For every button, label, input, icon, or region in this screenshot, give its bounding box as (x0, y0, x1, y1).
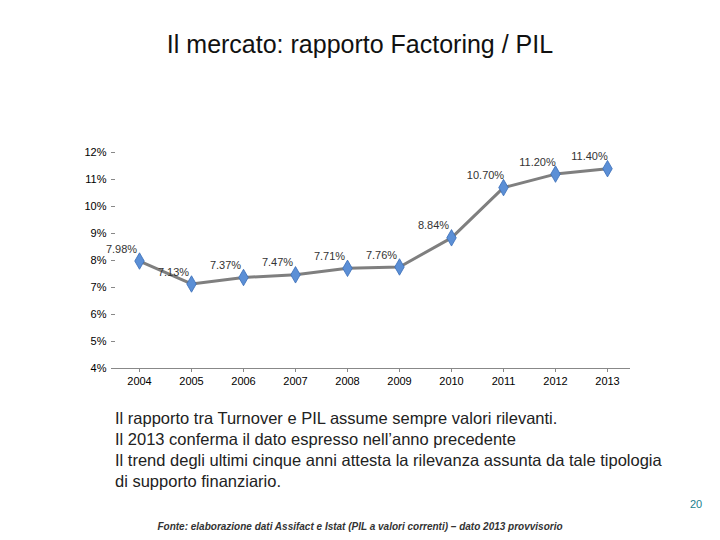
html-text:Il trend degli ultimi cinque a: Il trend degli ultimi cinque anni attest… (115, 451, 662, 490)
html-text:Il rapporto tra Turnover e PIL: Il rapporto tra Turnover e PIL assume se… (115, 409, 558, 427)
svg-text:8.84%: 8.84% (418, 219, 449, 231)
svg-text:5%: 5% (91, 335, 107, 347)
svg-text:2011: 2011 (492, 375, 516, 387)
svg-text:12%: 12% (84, 146, 106, 158)
svg-text:9%: 9% (91, 227, 107, 239)
svg-text:11%: 11% (85, 173, 106, 185)
svg-text:2006: 2006 (231, 375, 255, 387)
svg-text:2004: 2004 (127, 375, 151, 387)
svg-text:7.47%: 7.47% (262, 256, 293, 268)
html-text:20: 20 (690, 498, 703, 510)
svg-text:11.20%: 11.20% (519, 156, 556, 168)
svg-text:2010: 2010 (439, 375, 463, 387)
svg-text:7.98%: 7.98% (106, 243, 137, 255)
svg-text:7.71%: 7.71% (314, 250, 345, 262)
svg-text:2005: 2005 (179, 375, 203, 387)
svg-text:2012: 2012 (543, 375, 567, 387)
html-text:Il 2013 conferma il dato espre: Il 2013 conferma il dato espresso nell’a… (115, 430, 516, 448)
svg-text:2008: 2008 (335, 375, 359, 387)
svg-text:2007: 2007 (283, 375, 307, 387)
svg-text:4%: 4% (91, 362, 107, 374)
svg-text:10.70%: 10.70% (467, 169, 505, 181)
svg-text:7.13%: 7.13% (158, 266, 189, 278)
svg-text:2013: 2013 (595, 375, 619, 387)
svg-text:11.40%: 11.40% (571, 150, 608, 162)
svg-text:7%: 7% (91, 281, 107, 293)
svg-text:8%: 8% (91, 254, 107, 266)
svg-text:10%: 10% (84, 200, 106, 212)
svg-text:7.37%: 7.37% (210, 259, 241, 271)
html-text:Fonte: elaborazione dati Assif: Fonte: elaborazione dati Assifact e Ista… (157, 521, 563, 532)
svg-text:2009: 2009 (387, 375, 411, 387)
svg-text:6%: 6% (91, 308, 107, 320)
html-text:Il mercato: rapporto Factoring: Il mercato: rapporto Factoring / PIL (166, 30, 554, 58)
svg-text:7.76%: 7.76% (366, 249, 397, 261)
